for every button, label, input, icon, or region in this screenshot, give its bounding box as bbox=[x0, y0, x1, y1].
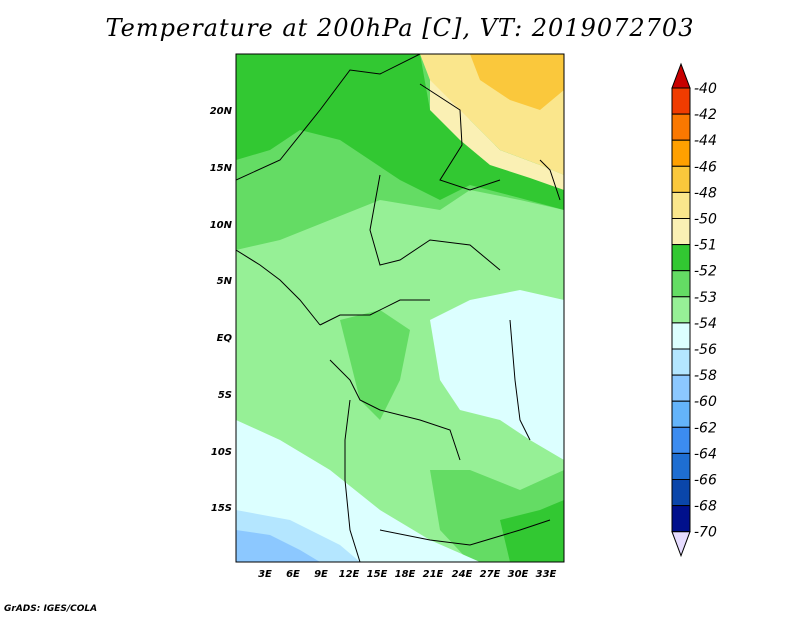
map-title: Temperature at 200hPa [C], VT: 201907270… bbox=[105, 14, 695, 42]
lon-label: 21E bbox=[423, 569, 444, 580]
band-58-southwest bbox=[236, 530, 320, 562]
lon-label: 9E bbox=[314, 569, 328, 580]
lat-label: 5S bbox=[218, 390, 232, 401]
colorbar-swatch bbox=[671, 244, 691, 272]
border-line bbox=[344, 399, 361, 562]
lon-label: 3E bbox=[258, 569, 272, 580]
colorbar-tick-label: -40 bbox=[694, 81, 717, 97]
colorbar-tick-label: -62 bbox=[694, 420, 717, 436]
band-54-east bbox=[430, 290, 564, 460]
colorbar-tick-label: -58 bbox=[694, 368, 717, 384]
lat-label: EQ bbox=[217, 333, 233, 344]
colorbar-swatch bbox=[671, 322, 691, 350]
border-line bbox=[379, 519, 551, 546]
colorbar-tick-label: -54 bbox=[694, 316, 717, 332]
colorbar-labels: -40 -42 -44 -46 -48 -50 -51 -52 -53 -54 -56 -58 -60 -… bbox=[694, 81, 717, 541]
lon-label: 30E bbox=[508, 569, 529, 580]
band-53-congo bbox=[340, 310, 410, 420]
colorbar-arrow-bottom bbox=[671, 531, 691, 558]
lat-label: 5N bbox=[217, 276, 233, 287]
colorbar-swatch bbox=[671, 348, 691, 376]
colorbar-tick-label: -50 bbox=[694, 212, 717, 228]
colorbar-swatch bbox=[671, 505, 691, 533]
border-line bbox=[539, 159, 561, 201]
border-line bbox=[509, 319, 531, 441]
band-52-southeast bbox=[500, 500, 564, 562]
border-line bbox=[236, 54, 421, 181]
band-51-edge bbox=[430, 80, 564, 190]
border-line bbox=[329, 359, 461, 461]
lon-label: 18E bbox=[395, 569, 416, 580]
lon-label: 15E bbox=[367, 569, 388, 580]
colorbar-swatch bbox=[671, 165, 691, 193]
border-line bbox=[369, 174, 501, 271]
lat-label: 15S bbox=[211, 503, 232, 514]
colorbar-tick-label: -66 bbox=[694, 473, 717, 489]
colorbar-swatch bbox=[671, 87, 691, 115]
colorbar-tick-label: -56 bbox=[694, 342, 717, 358]
band-52-north bbox=[236, 54, 564, 210]
colorbar-tick-label: -44 bbox=[694, 133, 717, 149]
credit-label: GrADS: IGES/COLA bbox=[4, 604, 98, 614]
lon-label: 33E bbox=[536, 569, 557, 580]
lon-label: 6E bbox=[286, 569, 300, 580]
border-line bbox=[419, 83, 501, 191]
colorbar-swatch bbox=[671, 139, 691, 167]
colorbar-tick-label: -42 bbox=[694, 107, 717, 123]
lat-label: 20N bbox=[210, 106, 233, 117]
colorbar-tick-label: -60 bbox=[694, 394, 717, 410]
lon-label: 12E bbox=[339, 569, 360, 580]
colorbar-arrow-top bbox=[671, 62, 691, 89]
colorbar-swatch bbox=[671, 479, 691, 507]
colorbar-tick-label: -52 bbox=[694, 264, 717, 280]
colorbar-tick-label: -46 bbox=[694, 159, 717, 175]
colorbar-tick-label: -68 bbox=[694, 499, 717, 515]
latitude-axis: 20N 15N 10N 5N EQ 5S 10S 15S bbox=[210, 106, 233, 514]
border-line bbox=[236, 249, 321, 326]
band-48-northeast bbox=[470, 54, 564, 110]
colorbar-tick-label: -70 bbox=[694, 525, 717, 541]
colorbar-swatch bbox=[671, 426, 691, 454]
colorbar-swatch bbox=[671, 374, 691, 402]
colorbar-swatch bbox=[671, 270, 691, 298]
colorbar-swatch bbox=[671, 191, 691, 219]
lat-label: 15N bbox=[210, 163, 233, 174]
lon-label: 27E bbox=[480, 569, 501, 580]
border-line bbox=[319, 299, 430, 326]
colorbar-tick-label: -64 bbox=[694, 446, 717, 462]
longitude-axis: 3E 6E 9E 12E 15E 18E 21E 24E 27E 30E 33E bbox=[258, 569, 556, 580]
colorbar-tick-label: -48 bbox=[694, 185, 717, 201]
lat-label: 10S bbox=[211, 447, 232, 458]
plot-border bbox=[235, 53, 565, 563]
colorbar-tick-label: -51 bbox=[694, 238, 717, 254]
lat-label: 10N bbox=[210, 220, 233, 231]
colorbar-swatch bbox=[671, 400, 691, 428]
temperature-field bbox=[236, 54, 564, 562]
colorbar-swatch bbox=[671, 452, 691, 480]
lon-label: 24E bbox=[452, 569, 473, 580]
colorbar-tick-label: -53 bbox=[694, 290, 717, 306]
colorbar-swatch bbox=[671, 113, 691, 141]
colorbar-swatch bbox=[671, 296, 691, 324]
colorbar bbox=[671, 62, 691, 558]
borders bbox=[236, 54, 561, 562]
colorbar-swatch bbox=[671, 218, 691, 246]
